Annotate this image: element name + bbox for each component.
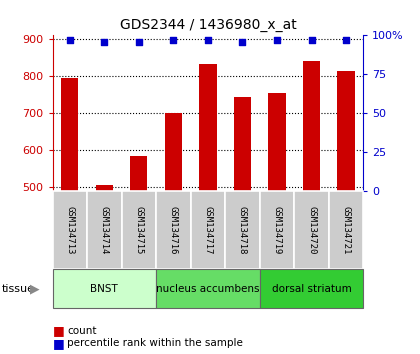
Text: GSM134718: GSM134718: [238, 206, 247, 254]
Text: GSM134721: GSM134721: [341, 206, 351, 254]
Text: BNST: BNST: [90, 284, 118, 293]
Bar: [199, 64, 217, 191]
Bar: [234, 97, 251, 191]
Bar: [121, 191, 156, 269]
Point: [308, 37, 315, 43]
Text: ■: ■: [52, 337, 64, 350]
Bar: [61, 78, 79, 191]
Text: ▶: ▶: [30, 282, 39, 295]
Bar: [96, 185, 113, 191]
Point: [205, 37, 211, 43]
Point: [101, 39, 108, 45]
Bar: [130, 156, 147, 191]
Bar: [225, 191, 260, 269]
Text: count: count: [67, 326, 97, 336]
Text: GSM134714: GSM134714: [100, 206, 109, 254]
Bar: [52, 269, 156, 308]
Point: [66, 37, 73, 43]
Text: GSM134719: GSM134719: [273, 206, 281, 254]
Bar: [294, 191, 329, 269]
Text: GSM134717: GSM134717: [203, 206, 213, 254]
Bar: [260, 269, 363, 308]
Bar: [260, 191, 294, 269]
Bar: [303, 61, 320, 191]
Bar: [156, 269, 260, 308]
Text: ■: ■: [52, 325, 64, 337]
Bar: [52, 191, 87, 269]
Text: GSM134713: GSM134713: [65, 206, 74, 254]
Point: [273, 37, 280, 43]
Point: [170, 37, 177, 43]
Bar: [87, 191, 121, 269]
Bar: [329, 191, 363, 269]
Text: tissue: tissue: [2, 284, 35, 293]
Bar: [337, 71, 354, 191]
Bar: [165, 113, 182, 191]
Text: GSM134720: GSM134720: [307, 206, 316, 254]
Text: percentile rank within the sample: percentile rank within the sample: [67, 338, 243, 348]
Bar: [156, 191, 191, 269]
Point: [136, 39, 142, 45]
Title: GDS2344 / 1436980_x_at: GDS2344 / 1436980_x_at: [120, 18, 296, 32]
Point: [239, 39, 246, 45]
Text: nucleus accumbens: nucleus accumbens: [156, 284, 260, 293]
Bar: [268, 93, 286, 191]
Text: GSM134716: GSM134716: [169, 206, 178, 254]
Text: GSM134715: GSM134715: [134, 206, 143, 254]
Point: [343, 37, 349, 43]
Text: dorsal striatum: dorsal striatum: [272, 284, 352, 293]
Bar: [191, 191, 225, 269]
